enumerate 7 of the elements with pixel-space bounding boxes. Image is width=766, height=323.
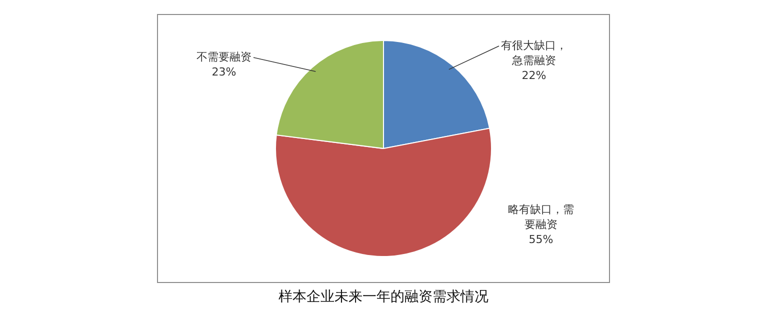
data-label: 55% — [528, 232, 554, 246]
data-label: 23% — [212, 65, 236, 78]
data-label: 22% — [522, 68, 546, 82]
text: 样本企业未来一年的融资需求情况 — [278, 288, 490, 306]
slice-label: 略有缺口，需要融资 — [508, 202, 574, 231]
slice-label: 有很大缺口，急需融资 — [501, 38, 567, 67]
slice-label: 不需要融资 — [196, 50, 252, 64]
